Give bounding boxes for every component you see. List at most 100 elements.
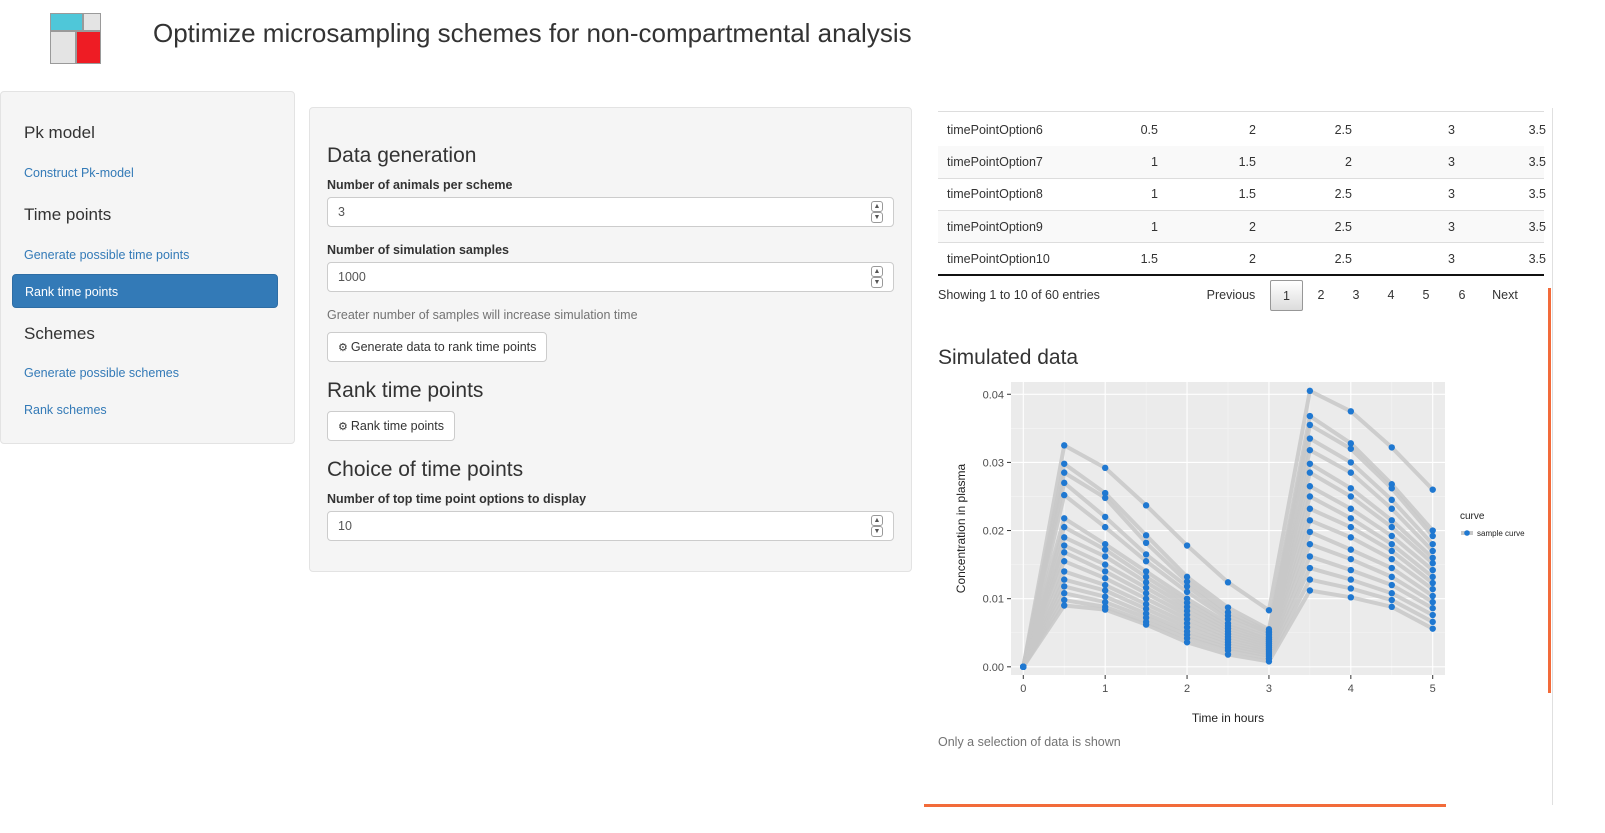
data-point: [1306, 483, 1314, 490]
table-cell: 3.5: [1528, 187, 1546, 201]
data-point: [1306, 469, 1314, 476]
spin-up-icon[interactable]: ▲: [871, 515, 883, 526]
data-point: [1061, 491, 1068, 499]
data-point: [1347, 515, 1355, 522]
table-cell: 2: [1345, 155, 1352, 169]
spin-up-icon[interactable]: ▲: [871, 201, 883, 212]
data-point: [1183, 639, 1191, 646]
top-options-input[interactable]: 10 ▲ ▼: [327, 511, 894, 541]
rank-time-points-button[interactable]: ⚙ Rank time points: [327, 411, 455, 441]
sidebar-item-rank-time-points[interactable]: Rank time points: [12, 274, 278, 308]
spin-down-icon[interactable]: ▼: [871, 212, 883, 223]
pagination-page-3[interactable]: 3: [1352, 288, 1360, 302]
rank-time-points-label: Rank time points: [350, 419, 444, 433]
animals-per-scheme-input[interactable]: 3 ▲ ▼: [327, 197, 894, 227]
animals-per-scheme-value: 3: [338, 205, 345, 219]
legend-entry: sample curve: [1477, 529, 1525, 538]
legend-title: curve: [1460, 511, 1485, 522]
table-cell: 2: [1249, 123, 1256, 137]
data-point: [1142, 590, 1150, 597]
data-point: [1388, 573, 1395, 581]
data-point: [1347, 566, 1355, 574]
simulated-data-chart: 0 1 2 3 4 5 0.00 0.01 0.02 0.03 0.04 Time in hours C…: [954, 382, 1525, 725]
sidebar-item-construct-pk-model[interactable]: Construct Pk-model: [24, 166, 134, 180]
data-point: [1429, 592, 1436, 600]
sidebar-item-rank-schemes[interactable]: Rank schemes: [24, 403, 107, 417]
data-point: [1142, 539, 1150, 547]
data-point: [1388, 485, 1395, 492]
data-point: [1061, 596, 1068, 604]
table-cell: 3.5: [1528, 220, 1546, 234]
data-point: [1429, 625, 1436, 632]
data-point: [1224, 604, 1232, 611]
pagination-page-1[interactable]: 1: [1270, 280, 1303, 311]
data-point: [1306, 553, 1314, 560]
sidebar-heading-time-points: Time points: [24, 205, 112, 224]
spin-up-icon[interactable]: ▲: [871, 266, 883, 277]
data-point: [1061, 523, 1068, 531]
top-options-spinner[interactable]: ▲ ▼: [871, 515, 883, 537]
data-point: [1101, 587, 1109, 594]
data-point: [1306, 528, 1314, 536]
data-point: [1388, 590, 1395, 597]
table-cell: 1: [1151, 155, 1158, 169]
data-point: [1347, 485, 1355, 492]
animals-spinner[interactable]: ▲ ▼: [871, 201, 883, 223]
data-point: [1265, 607, 1273, 614]
data-point: [1224, 579, 1232, 586]
sidebar-item-generate-time-points[interactable]: Generate possible time points: [24, 248, 190, 262]
data-point: [1101, 606, 1109, 613]
y-tick-label: 0.01: [983, 594, 1004, 606]
data-point: [1061, 576, 1068, 583]
generate-data-button[interactable]: ⚙ Generate data to rank time points: [327, 332, 548, 362]
data-point: [1183, 542, 1191, 549]
table-row: timePointOption6 0.5 2 2.5 3 3.5: [938, 114, 1546, 146]
data-point: [1142, 551, 1150, 558]
vertical-scrollbar[interactable]: [1548, 288, 1551, 693]
data-point: [1101, 598, 1109, 606]
data-point: [1306, 421, 1314, 429]
data-point: [1347, 408, 1355, 415]
data-point: [1061, 515, 1068, 522]
x-tick-label: 0: [1020, 683, 1026, 695]
x-axis-label: Time in hours: [1192, 711, 1264, 725]
sidebar-item-generate-schemes[interactable]: Generate possible schemes: [24, 366, 179, 380]
data-point: [1388, 581, 1395, 589]
pagination-page-6[interactable]: 6: [1458, 288, 1466, 302]
choice-heading: Choice of time points: [327, 458, 524, 481]
spin-down-icon[interactable]: ▼: [871, 526, 883, 537]
table-cell: 3: [1448, 252, 1455, 266]
data-point: [1306, 412, 1314, 420]
pagination-next[interactable]: Next: [1492, 288, 1518, 302]
table-cell: 3.5: [1528, 155, 1546, 169]
data-point: [1388, 564, 1395, 572]
spin-down-icon[interactable]: ▼: [871, 277, 883, 288]
data-point: [1224, 651, 1232, 658]
data-point: [1388, 547, 1395, 555]
simulation-samples-input[interactable]: 1000 ▲ ▼: [327, 262, 894, 292]
data-point: [1306, 446, 1314, 454]
data-point: [1101, 523, 1109, 531]
table-cell: 3.5: [1528, 123, 1546, 137]
pagination-previous[interactable]: Previous: [1206, 288, 1256, 302]
horizontal-scrollbar[interactable]: [924, 804, 1446, 807]
pagination-page-5[interactable]: 5: [1422, 288, 1430, 302]
table-cell: 3: [1448, 220, 1455, 234]
data-point: [1061, 442, 1068, 449]
table-cell: 2.5: [1334, 220, 1352, 234]
data-point: [1101, 513, 1109, 521]
data-point: [1429, 532, 1436, 540]
table-cell: timePointOption6: [947, 123, 1043, 137]
data-point: [1347, 594, 1355, 601]
data-point: [1265, 658, 1273, 665]
samples-spinner[interactable]: ▲ ▼: [871, 266, 883, 288]
table-row: timePointOption10 1.5 2 2.5 3 3.5: [938, 243, 1546, 275]
data-point: [1429, 605, 1436, 612]
pagination-page-4[interactable]: 4: [1387, 288, 1395, 302]
data-point: [1429, 540, 1436, 548]
top-options-value: 10: [338, 519, 352, 533]
data-point: [1388, 540, 1395, 548]
data-point: [1061, 558, 1068, 565]
table-cell: timePointOption9: [947, 220, 1043, 234]
pagination-page-2[interactable]: 2: [1317, 288, 1325, 302]
